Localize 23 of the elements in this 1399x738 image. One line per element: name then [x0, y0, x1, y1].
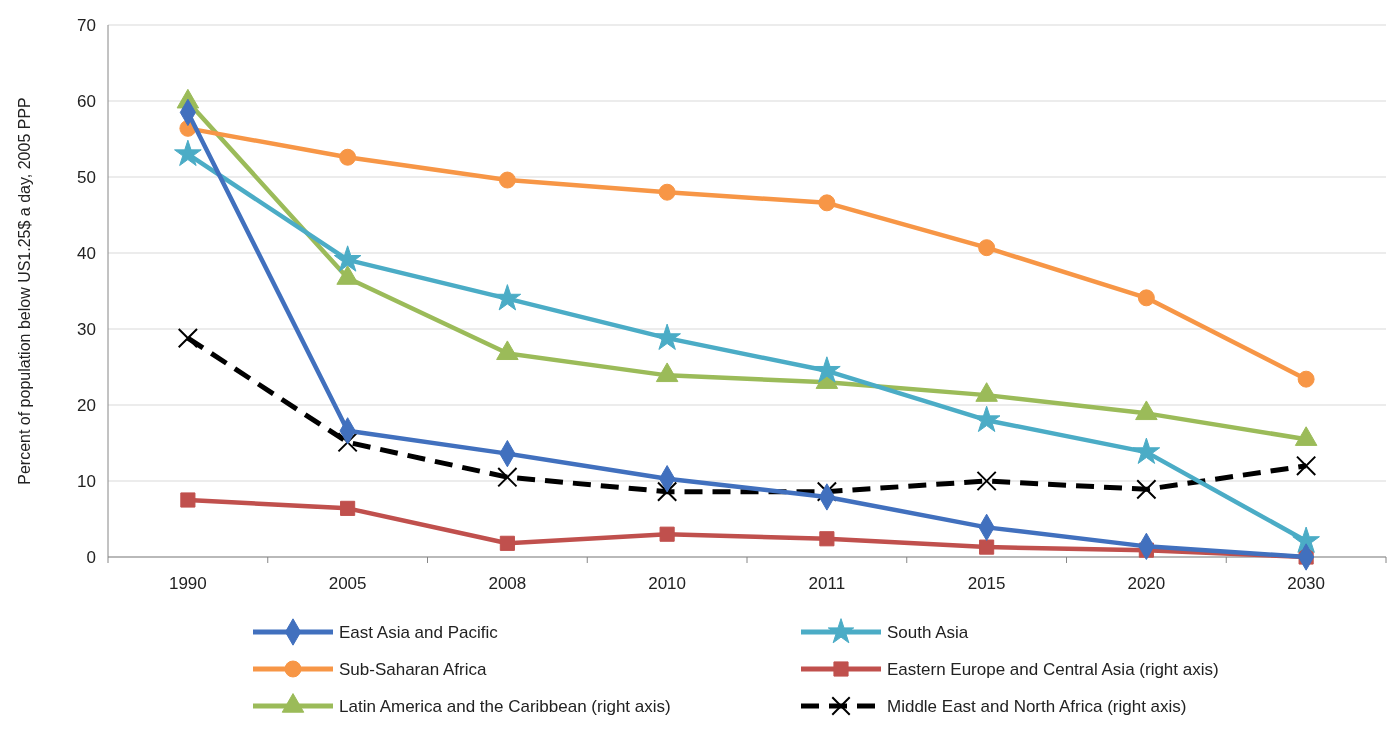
- x-tick-label: 2015: [967, 574, 1006, 593]
- legend-label: Middle East and North Africa (right axis): [887, 696, 1187, 716]
- legend-label: East Asia and Pacific: [339, 622, 499, 642]
- x-tick-label: 2011: [808, 574, 846, 593]
- x-tick-label: 1990: [168, 574, 207, 593]
- y-tick-label: 20: [77, 395, 96, 415]
- x-tick-label: 2020: [1127, 574, 1166, 593]
- y-tick-label: 40: [77, 243, 96, 263]
- legend-label: South Asia: [887, 622, 969, 642]
- legend-label: Sub-Saharan Africa: [339, 659, 487, 679]
- legend-label: Eastern Europe and Central Asia (right axis): [887, 659, 1219, 679]
- x-tick-label: 2005: [328, 574, 367, 593]
- y-tick-label: 10: [77, 471, 96, 491]
- x-tick-label: 2010: [648, 574, 687, 593]
- x-tick-label: 2030: [1287, 574, 1326, 593]
- y-axis-title: Percent of population below US1.25$ a day, 2005 PPP: [16, 97, 33, 485]
- y-tick-label: 50: [77, 167, 96, 187]
- x-tick-label: 2008: [488, 574, 527, 593]
- y-tick-label: 0: [86, 547, 96, 567]
- y-tick-label: 60: [77, 91, 96, 111]
- y-tick-label: 70: [77, 15, 96, 35]
- y-tick-label: 30: [77, 319, 96, 339]
- legend-label: Latin America and the Caribbean (right axis): [339, 696, 671, 716]
